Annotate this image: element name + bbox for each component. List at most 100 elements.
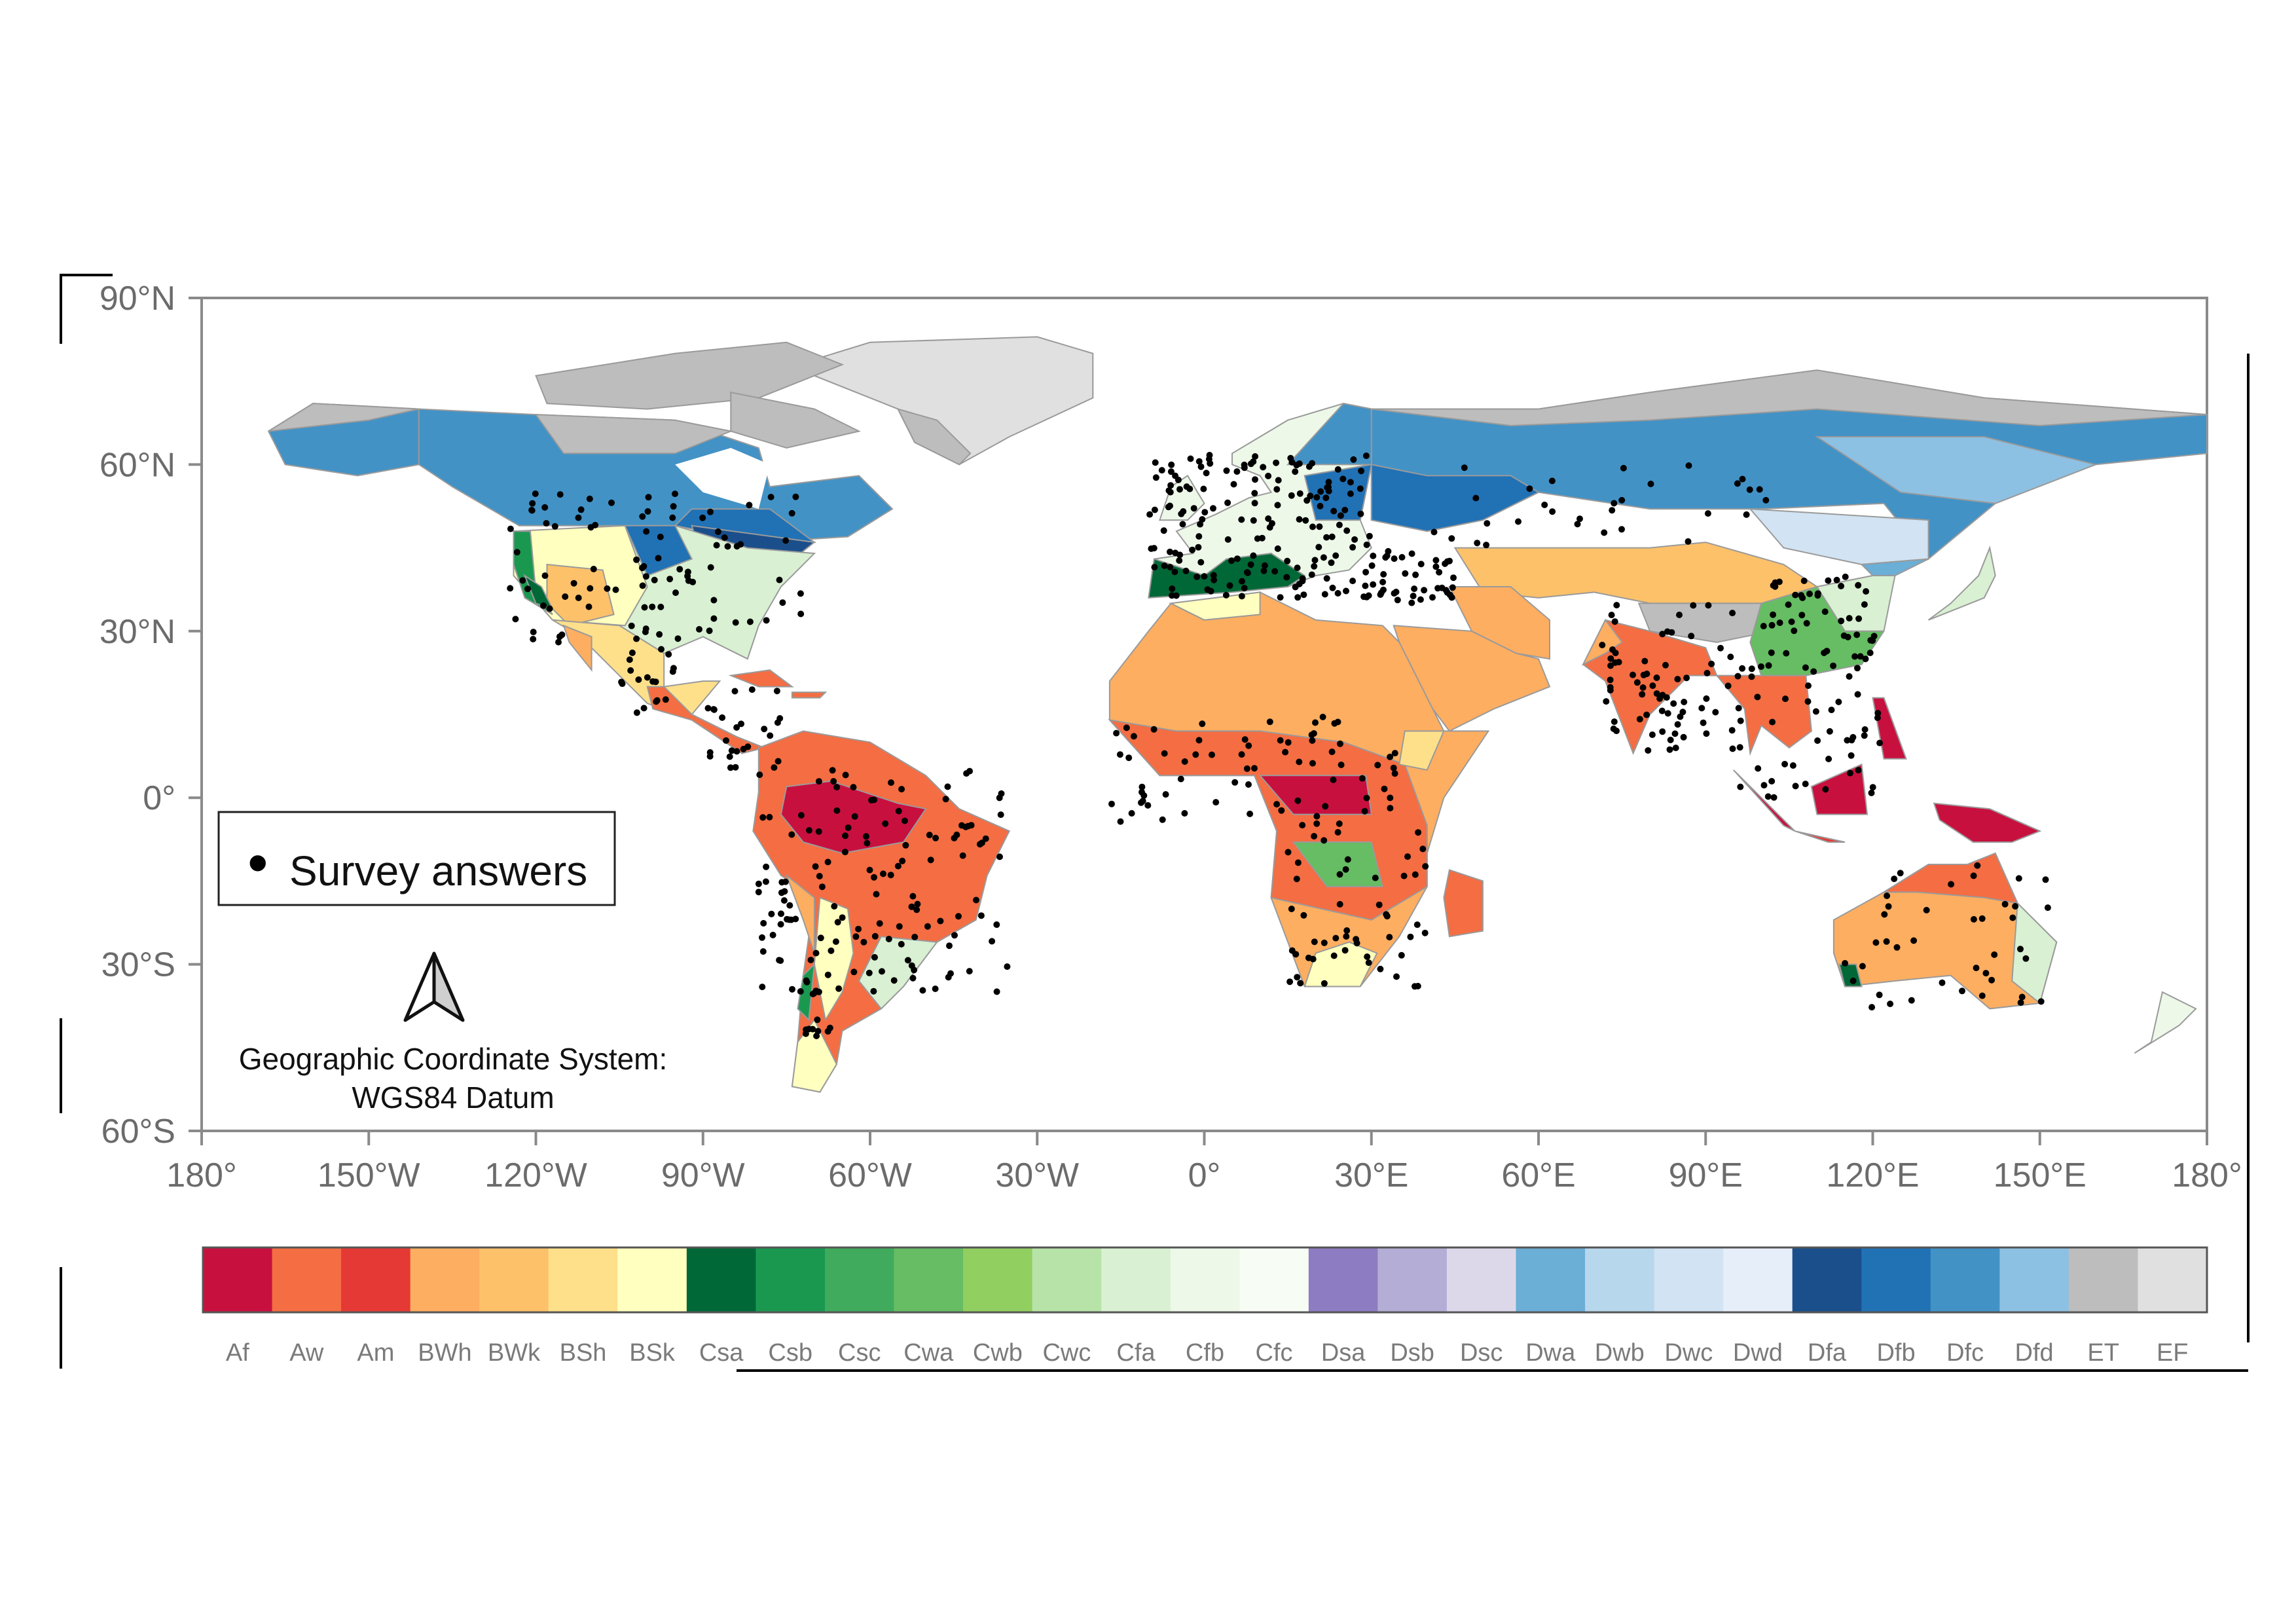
survey-point [1988, 976, 1995, 984]
survey-point [733, 748, 740, 755]
survey-point [1261, 562, 1268, 569]
survey-point [831, 903, 838, 910]
survey-point [2009, 914, 2016, 921]
survey-point [1250, 517, 1257, 524]
survey-point [1341, 947, 1349, 954]
survey-point [1844, 633, 1851, 640]
colorbar-cell [824, 1247, 895, 1312]
survey-point [556, 491, 564, 498]
survey-point [1357, 510, 1364, 517]
survey-point [707, 508, 714, 515]
survey-point [541, 572, 549, 580]
survey-point [806, 827, 812, 834]
survey-point [942, 796, 949, 803]
survey-point [649, 603, 656, 610]
survey-point [1152, 459, 1159, 466]
survey-point [1294, 859, 1302, 866]
survey-point [657, 533, 664, 540]
survey-point [513, 549, 520, 556]
survey-point [723, 737, 729, 744]
survey-point [2015, 875, 2022, 882]
survey-point [863, 833, 869, 840]
survey-point [955, 913, 962, 920]
survey-point [541, 504, 549, 511]
survey-point [1868, 789, 1875, 796]
survey-point [1867, 650, 1874, 656]
survey-point [1311, 563, 1318, 570]
survey-point [1970, 872, 1977, 879]
survey-point [555, 638, 562, 646]
survey-point [1254, 535, 1261, 542]
colorbar-cell [1239, 1247, 1309, 1312]
survey-point [1273, 801, 1281, 808]
survey-point [1391, 555, 1398, 563]
survey-point [633, 556, 640, 563]
survey-point [608, 499, 615, 506]
lat-tick-label: 30°S [101, 946, 175, 984]
survey-point [1698, 705, 1705, 712]
survey-point [1758, 663, 1764, 670]
survey-point [776, 576, 783, 583]
survey-point [993, 988, 1000, 995]
colorbar-label: Dsb [1390, 1339, 1434, 1367]
survey-point [993, 921, 1000, 928]
survey-point [1850, 977, 1857, 984]
survey-point [1881, 911, 1888, 918]
survey-point [1380, 571, 1387, 578]
survey-point [904, 957, 911, 964]
survey-point [1737, 783, 1744, 790]
survey-point [818, 883, 826, 891]
survey-point [1197, 463, 1205, 470]
survey-point [1362, 582, 1369, 589]
climate-zone [1933, 802, 2042, 843]
survey-point [1649, 731, 1656, 738]
survey-point [676, 566, 683, 573]
climate-zone [1882, 852, 2019, 904]
survey-point [761, 726, 768, 733]
survey-point [1872, 939, 1880, 946]
lon-tick-label: 150°W [318, 1156, 420, 1194]
survey-point [1613, 728, 1620, 735]
lat-tick-label: 30°N [100, 613, 175, 651]
survey-point [1768, 778, 1776, 784]
survey-point [977, 912, 985, 919]
survey-point [1861, 732, 1868, 739]
survey-point [1284, 557, 1291, 564]
survey-point [1362, 452, 1370, 459]
survey-point [1241, 585, 1248, 592]
survey-point [759, 814, 767, 821]
survey-point [1474, 540, 1481, 547]
survey-point [778, 910, 784, 917]
survey-point [1226, 582, 1233, 589]
survey-point [1277, 594, 1284, 601]
survey-point [699, 514, 706, 521]
survey-point [963, 770, 970, 777]
survey-point [1294, 797, 1302, 804]
survey-point [1195, 533, 1203, 540]
survey-point [1385, 547, 1392, 555]
colorbar-cell [1723, 1247, 1793, 1312]
survey-point [1307, 492, 1314, 500]
survey-point [665, 651, 672, 658]
survey-point [998, 790, 1005, 797]
survey-point [1288, 492, 1295, 499]
survey-point [1323, 575, 1330, 582]
survey-point [1187, 455, 1194, 462]
colorbar-cell [1861, 1247, 1931, 1312]
survey-point [1432, 557, 1440, 564]
survey-point [1223, 467, 1230, 474]
survey-point [1978, 915, 1986, 922]
lat-tick-label: 60°S [101, 1113, 175, 1151]
survey-point [1846, 673, 1853, 680]
survey-point [839, 914, 846, 921]
survey-point [1376, 901, 1383, 908]
survey-point [2001, 900, 2009, 908]
survey-point [732, 619, 739, 626]
survey-point [1123, 724, 1130, 731]
survey-point [927, 857, 934, 864]
colorbar-label: Dwc [1664, 1339, 1713, 1367]
colorbar-label: Csc [838, 1339, 881, 1367]
colorbar-cell [203, 1247, 273, 1312]
survey-point [763, 617, 770, 624]
survey-point [1991, 951, 1998, 958]
